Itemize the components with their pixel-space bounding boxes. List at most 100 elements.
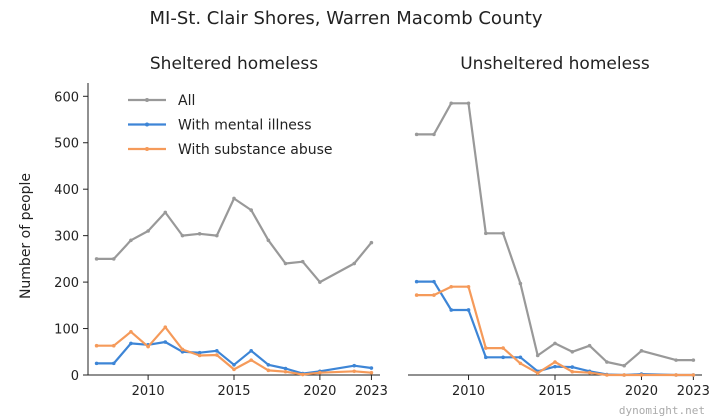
data-point — [352, 363, 357, 368]
data-point — [318, 370, 322, 375]
data-point — [414, 293, 419, 297]
data-point — [414, 279, 419, 284]
x-tick-label: 2023 — [355, 384, 388, 399]
data-point — [266, 362, 271, 367]
data-point — [129, 341, 133, 346]
data-point — [466, 101, 471, 106]
data-point — [466, 284, 471, 289]
data-point — [674, 373, 678, 377]
data-point — [283, 261, 288, 266]
data-point — [501, 346, 505, 350]
data-point — [129, 238, 133, 243]
legend-label: All — [178, 93, 195, 109]
series-line-0 — [96, 197, 373, 284]
data-point — [587, 370, 592, 375]
data-point — [197, 231, 202, 236]
y-tick-label: 300 — [54, 230, 79, 245]
data-point — [111, 257, 116, 261]
panel-1: Unsheltered homeless 2010 2015 2020 2023 — [408, 54, 710, 399]
panel-title: Sheltered homeless — [150, 54, 318, 74]
x-tick-label: 2010 — [452, 384, 485, 399]
data-point — [369, 240, 374, 245]
data-point — [484, 355, 488, 360]
data-point — [163, 210, 168, 215]
data-point — [639, 373, 644, 377]
data-point — [553, 360, 557, 364]
y-tick-label: 0 — [71, 369, 79, 384]
data-point — [691, 373, 696, 377]
legend-marker — [145, 122, 149, 127]
data-point — [283, 369, 288, 374]
data-point — [146, 344, 150, 349]
data-point — [180, 233, 185, 238]
data-point — [639, 349, 644, 353]
data-point — [570, 369, 575, 374]
x-tick-label: 2023 — [677, 384, 710, 399]
y-tick-label: 600 — [54, 90, 79, 105]
data-point — [484, 346, 488, 350]
data-point — [215, 233, 219, 238]
data-point — [163, 340, 168, 344]
data-point — [518, 281, 523, 286]
data-point — [111, 343, 116, 348]
data-point — [266, 368, 271, 373]
data-point — [232, 196, 236, 201]
data-point — [352, 261, 357, 266]
data-point — [535, 371, 540, 375]
data-point — [605, 373, 609, 377]
data-point — [249, 358, 253, 362]
data-point — [605, 360, 609, 364]
data-point — [587, 343, 592, 348]
chart-title: MI-St. Clair Shores, Warren Macomb Count… — [150, 8, 543, 29]
panel-title: Unsheltered homeless — [460, 54, 650, 74]
data-point — [94, 361, 99, 366]
data-point — [249, 349, 253, 353]
data-point — [111, 361, 116, 366]
legend-label: With mental illness — [178, 118, 312, 134]
legend-marker — [145, 98, 149, 102]
data-point — [570, 365, 575, 369]
data-point — [146, 229, 150, 233]
y-tick-label: 100 — [54, 323, 79, 338]
data-point — [180, 347, 185, 352]
data-point — [449, 101, 454, 106]
data-point — [484, 231, 488, 236]
data-point — [129, 330, 133, 334]
data-point — [300, 372, 305, 377]
x-tick-label: 2020 — [625, 384, 658, 399]
data-point — [518, 355, 523, 360]
data-point — [94, 343, 99, 348]
data-point — [622, 373, 626, 377]
data-point — [432, 132, 436, 137]
y-tick-label: 200 — [54, 276, 79, 291]
data-point — [518, 361, 523, 366]
series-line-0 — [416, 102, 694, 367]
legend-marker — [145, 147, 149, 151]
data-point — [266, 238, 271, 243]
data-point — [369, 366, 374, 370]
data-point — [300, 259, 305, 264]
series-line-2 — [416, 285, 694, 377]
data-point — [466, 308, 471, 312]
data-point — [352, 369, 357, 374]
y-axis-label: Number of people — [18, 173, 34, 299]
data-point — [232, 362, 236, 367]
data-point — [501, 355, 505, 360]
series-line-2 — [96, 326, 372, 376]
data-point — [622, 363, 626, 368]
data-point — [318, 280, 322, 284]
data-point — [249, 208, 253, 212]
data-point — [94, 257, 99, 261]
watermark: dynomight.net — [619, 404, 705, 417]
data-point — [570, 349, 575, 354]
x-tick-label: 2010 — [132, 384, 165, 399]
data-point — [449, 284, 454, 289]
data-point — [501, 231, 505, 236]
data-point — [432, 293, 436, 297]
data-point — [369, 370, 374, 375]
data-point — [674, 358, 678, 362]
legend-label: With substance abuse — [178, 142, 333, 158]
series-line-1 — [96, 340, 372, 375]
data-point — [197, 350, 202, 355]
